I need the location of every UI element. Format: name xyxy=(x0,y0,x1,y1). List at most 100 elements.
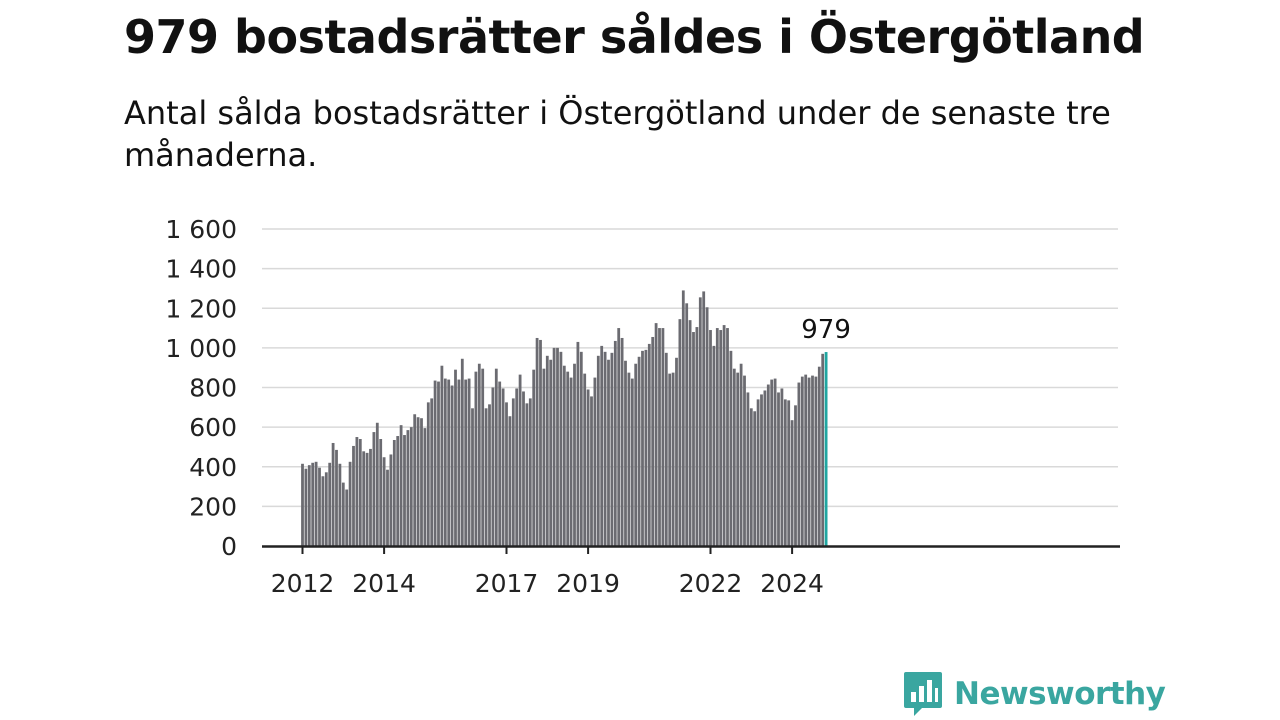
bar xyxy=(399,425,403,546)
bar xyxy=(773,378,777,546)
bar xyxy=(698,297,702,546)
bar xyxy=(369,448,372,546)
bar xyxy=(814,376,818,546)
bar xyxy=(569,377,573,546)
bar xyxy=(729,350,733,546)
bar xyxy=(477,363,481,546)
bar xyxy=(811,375,814,546)
bar xyxy=(817,366,821,546)
bar xyxy=(552,347,556,547)
bar xyxy=(440,365,444,546)
bar xyxy=(559,351,563,546)
bar xyxy=(726,328,729,546)
chart-title: 979 bostadsrätter såldes i Östergötland xyxy=(124,10,1145,64)
y-tick-label: 600 xyxy=(189,413,237,442)
y-tick-label: 1 200 xyxy=(165,294,237,323)
bar xyxy=(457,379,461,546)
y-tick-label: 800 xyxy=(189,374,237,403)
bar xyxy=(692,332,695,546)
bar xyxy=(314,461,318,546)
y-tick-label: 400 xyxy=(189,453,237,482)
y-axis: 0 200 400 600 800 1 000 1 200 1 400 1 600 xyxy=(165,215,237,561)
y-tick-label: 1 600 xyxy=(165,215,237,244)
bar xyxy=(426,402,430,546)
bar xyxy=(352,445,355,546)
bar xyxy=(409,427,413,547)
bar xyxy=(760,394,763,546)
bar xyxy=(770,379,774,546)
bar xyxy=(804,374,808,546)
bar xyxy=(753,411,757,546)
bar xyxy=(345,489,349,546)
bar xyxy=(450,385,454,546)
bar xyxy=(420,418,423,546)
bar xyxy=(579,351,583,546)
bar xyxy=(505,402,508,546)
bar xyxy=(607,359,610,546)
bar xyxy=(324,472,328,546)
bar xyxy=(586,389,590,546)
bar xyxy=(695,327,699,546)
bar xyxy=(484,408,488,546)
bar xyxy=(685,303,689,546)
bar xyxy=(596,355,600,546)
bar xyxy=(471,408,474,546)
bar xyxy=(777,392,780,546)
bar xyxy=(301,463,304,546)
bar xyxy=(807,377,811,546)
bar xyxy=(688,320,692,546)
bar xyxy=(467,378,471,546)
bar xyxy=(518,374,522,546)
bar xyxy=(576,341,580,546)
chart-subtitle: Antal sålda bostadsrätter i Östergötland… xyxy=(124,94,1111,174)
bar xyxy=(311,462,315,546)
bar xyxy=(678,319,682,546)
bar xyxy=(539,339,542,546)
newsworthy-logo-icon xyxy=(904,672,942,716)
brand-logo: Newsworthy xyxy=(902,670,1166,718)
bar xyxy=(443,378,447,546)
bar xyxy=(556,347,559,547)
bar xyxy=(743,375,746,546)
bar xyxy=(413,414,417,546)
bar xyxy=(307,465,311,546)
bar xyxy=(664,352,668,546)
bar xyxy=(641,350,644,546)
x-axis: 2012 2014 2017 2019 2022 2024 xyxy=(262,545,1120,598)
x-tick-label: 2022 xyxy=(679,569,743,598)
bar xyxy=(386,469,389,546)
bar xyxy=(634,363,638,546)
bar xyxy=(739,363,743,546)
bar xyxy=(430,398,434,546)
bar xyxy=(712,345,716,546)
bar xyxy=(525,403,529,546)
bar xyxy=(675,357,678,546)
bar xyxy=(766,384,770,546)
bar xyxy=(528,398,532,546)
bar xyxy=(535,337,539,546)
bar xyxy=(780,388,784,546)
bar xyxy=(494,368,498,546)
bar xyxy=(617,328,621,546)
bar xyxy=(379,439,383,546)
bar xyxy=(797,382,801,546)
bar xyxy=(732,368,736,546)
bar xyxy=(498,381,502,546)
bar xyxy=(583,373,587,546)
bar xyxy=(365,452,369,546)
bar xyxy=(542,368,546,546)
bar xyxy=(624,360,627,546)
x-tick-label: 2024 xyxy=(760,569,824,598)
annotations: 979 xyxy=(801,315,851,345)
bar xyxy=(481,368,485,546)
y-tick-label: 1 400 xyxy=(165,255,237,284)
bar xyxy=(362,451,366,546)
bar xyxy=(562,365,566,546)
bar xyxy=(630,378,634,546)
bar xyxy=(681,290,685,546)
bar xyxy=(348,461,352,546)
bar xyxy=(304,468,308,546)
bar xyxy=(454,369,457,546)
bar xyxy=(627,372,631,546)
bar xyxy=(787,400,791,546)
